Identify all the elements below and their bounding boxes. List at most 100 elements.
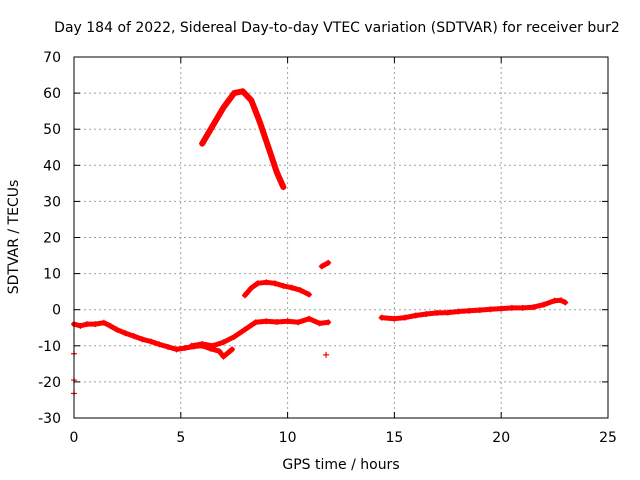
series-arc-5 — [318, 259, 332, 270]
data-point — [273, 318, 280, 325]
data-point — [466, 307, 473, 314]
data-point — [182, 344, 189, 351]
data-point — [551, 297, 558, 304]
data-point — [378, 314, 385, 321]
data-point — [288, 284, 295, 291]
data-point — [455, 308, 462, 315]
tick-layer: 0 5 10 15 20 25 -30 -20 -10 0 10 20 30 40 50 60 70 — [38, 50, 617, 446]
data-point — [402, 314, 409, 321]
data-point — [209, 342, 216, 349]
data-point — [295, 319, 302, 326]
data-point — [263, 279, 270, 286]
y-tick-label: 10 — [43, 267, 61, 283]
data-point — [280, 183, 287, 190]
data-point — [239, 88, 246, 95]
y-axis-label: SDTVAR / TECUs — [6, 180, 22, 295]
y-tick-label: -10 — [38, 339, 61, 355]
data-point — [248, 285, 255, 292]
data-point — [231, 333, 238, 340]
data-point — [434, 309, 441, 316]
data-point — [316, 320, 323, 327]
data-layer — [71, 88, 569, 397]
x-tick-label: 5 — [176, 430, 185, 446]
data-point — [305, 315, 312, 322]
series-line — [199, 88, 287, 190]
data-point — [476, 307, 483, 314]
data-point — [229, 346, 236, 353]
data-point — [173, 346, 180, 353]
series-line — [242, 279, 312, 298]
data-point — [139, 336, 146, 343]
data-point — [273, 169, 280, 176]
data-point — [130, 333, 137, 340]
data-point — [113, 326, 120, 333]
x-tick-label: 20 — [492, 430, 510, 446]
data-point — [280, 282, 287, 289]
data-point — [100, 319, 107, 326]
y-tick-label: 60 — [43, 86, 61, 102]
data-point — [241, 292, 248, 299]
series-arc-3 — [188, 315, 332, 349]
data-point — [220, 104, 227, 111]
series-arc-2 — [199, 88, 287, 190]
series-line — [71, 320, 235, 360]
data-point — [156, 341, 163, 348]
y-tick-label: 20 — [43, 231, 61, 247]
data-point — [391, 315, 398, 322]
data-point — [254, 280, 261, 287]
data-point — [558, 297, 565, 304]
data-point — [508, 304, 515, 311]
data-point — [540, 301, 547, 308]
y-tick-label: 40 — [43, 158, 61, 174]
data-point — [498, 305, 505, 312]
data-point — [122, 330, 129, 337]
y-tick-label: 50 — [43, 122, 61, 138]
y-tick-label: 30 — [43, 194, 61, 210]
isolated-data-point — [323, 351, 330, 358]
y-tick-label: -20 — [38, 375, 61, 391]
data-point — [188, 342, 195, 349]
data-point — [220, 353, 227, 360]
data-point — [216, 348, 223, 355]
data-point — [147, 338, 154, 345]
data-point — [519, 304, 526, 311]
x-tick-label: 0 — [70, 430, 79, 446]
data-point — [199, 340, 206, 347]
data-point — [92, 321, 99, 328]
data-point — [83, 321, 90, 328]
data-point — [487, 306, 494, 313]
data-point — [325, 259, 332, 266]
series-line — [189, 316, 331, 349]
data-point — [77, 322, 84, 329]
data-point — [412, 312, 419, 319]
series-arc-4 — [241, 279, 312, 299]
chart-title: Day 184 of 2022, Sidereal Day-to-day VTE… — [54, 20, 620, 36]
data-point — [284, 318, 291, 325]
data-point — [199, 140, 206, 147]
data-point — [325, 319, 332, 326]
series-arc-6 — [378, 297, 569, 322]
data-point — [209, 122, 216, 129]
data-point — [248, 97, 255, 104]
data-point — [256, 118, 263, 125]
data-point — [305, 291, 312, 298]
data-point — [271, 280, 278, 287]
x-tick-label: 15 — [385, 430, 403, 446]
data-point — [423, 311, 430, 318]
y-tick-label: 0 — [52, 303, 61, 319]
data-point — [220, 339, 227, 346]
data-point — [164, 343, 171, 350]
data-point — [297, 287, 304, 294]
data-point — [265, 144, 272, 151]
y-tick-label: -30 — [38, 411, 61, 427]
y-tick-label: 70 — [43, 50, 61, 66]
x-axis-label: GPS time / hours — [282, 457, 399, 473]
data-point — [562, 299, 569, 306]
x-tick-label: 10 — [279, 430, 297, 446]
data-point — [107, 322, 114, 329]
x-tick-label: 25 — [599, 430, 617, 446]
plot-frame — [73, 56, 609, 419]
data-point — [231, 90, 238, 97]
series-arc-1 — [71, 319, 236, 360]
